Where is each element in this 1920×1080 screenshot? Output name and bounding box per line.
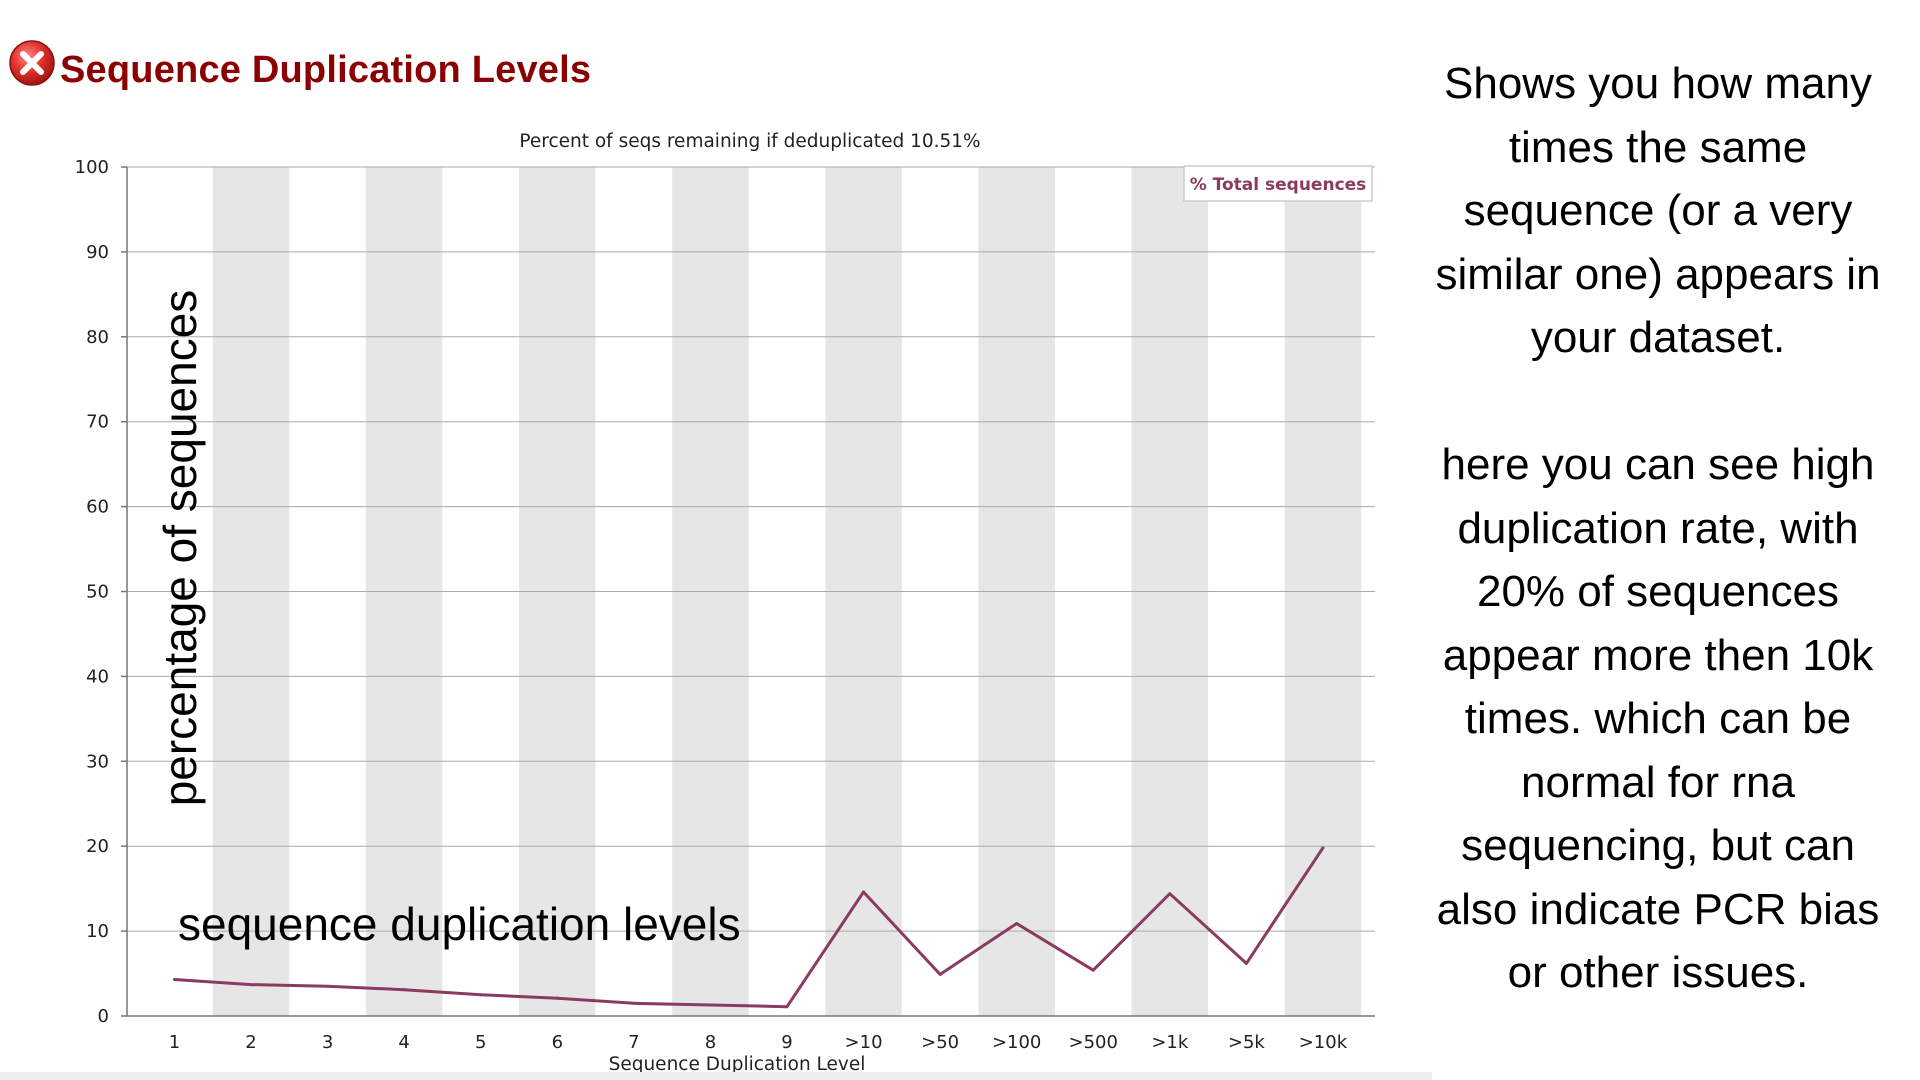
data-point xyxy=(479,993,483,997)
data-point xyxy=(555,996,559,1000)
y-tick-label: 30 xyxy=(86,751,109,772)
explanation-text: Shows you how many times the same sequen… xyxy=(1428,52,1888,1005)
x-tick-label: 2 xyxy=(245,1032,256,1053)
data-point xyxy=(1244,961,1248,965)
data-point xyxy=(172,977,176,981)
x-axis-label: Sequence Duplication Level xyxy=(609,1054,866,1075)
explanation-paragraph-1: Shows you how many times the same sequen… xyxy=(1435,59,1881,362)
bottom-scroll-strip xyxy=(0,1072,1432,1080)
x-tick-label: 9 xyxy=(781,1032,792,1053)
x-tick-label: 6 xyxy=(552,1032,563,1053)
x-tick-label: 5 xyxy=(475,1032,486,1053)
y-tick-label: 0 xyxy=(98,1006,109,1027)
x-tick-label: 1 xyxy=(169,1032,180,1053)
data-point xyxy=(785,1005,789,1009)
y-tick-label: 50 xyxy=(86,582,109,603)
y-annotation: percentage of sequences xyxy=(154,290,206,807)
x-tick-label: 4 xyxy=(398,1032,409,1053)
fail-icon xyxy=(9,40,55,86)
data-point xyxy=(708,1003,712,1007)
y-tick-label: 70 xyxy=(86,412,109,433)
data-point xyxy=(326,984,330,988)
legend: % Total sequences xyxy=(1183,165,1373,202)
y-tick-label: 40 xyxy=(86,666,109,687)
y-tick-label: 90 xyxy=(86,242,109,263)
data-point xyxy=(249,983,253,987)
chart-series xyxy=(172,846,1325,1009)
chart-title: Percent of seqs remaining if deduplicate… xyxy=(519,131,980,152)
chart-gridlines xyxy=(127,166,1375,932)
x-tick-labels: 1 2 3 4 5 6 7 8 9 >10 >50 >100 >500 >1k >5k >10k xyxy=(169,1032,1348,1053)
x-tick-label: 7 xyxy=(628,1032,639,1053)
data-point xyxy=(1168,892,1172,896)
x-tick-label: 8 xyxy=(705,1032,716,1053)
x-tick-label: >500 xyxy=(1069,1032,1118,1053)
duplication-chart: 0 10 20 30 40 50 60 70 80 90 100 1 2 3 4 5 6 7 8 9 >10 >50 >1… xyxy=(75,131,1375,1075)
chart-axes xyxy=(121,166,1375,1017)
data-point xyxy=(1321,846,1325,850)
y-tick-label: 60 xyxy=(86,497,109,518)
y-tick-labels: 0 10 20 30 40 50 60 70 80 90 100 xyxy=(75,157,109,1027)
x-tick-label: 3 xyxy=(322,1032,333,1053)
x-tick-label: >10 xyxy=(845,1032,883,1053)
x-tick-label: >1k xyxy=(1151,1032,1189,1053)
y-tick-label: 100 xyxy=(75,157,109,178)
y-tick-label: 80 xyxy=(86,327,109,348)
data-point xyxy=(632,1001,636,1005)
explanation-paragraph-2: here you can see high duplication rate, … xyxy=(1436,440,1880,997)
data-point xyxy=(1091,968,1095,972)
x-tick-label: >10k xyxy=(1299,1032,1348,1053)
data-point xyxy=(1015,921,1019,925)
data-point xyxy=(938,972,942,976)
legend-item-total-sequences: % Total sequences xyxy=(1190,175,1367,195)
x-tick-label: >50 xyxy=(921,1032,959,1053)
y-tick-label: 10 xyxy=(86,921,109,942)
module-header: Sequence Duplication Levels xyxy=(8,40,591,100)
x-tick-label: >100 xyxy=(992,1032,1041,1053)
x-tick-label: >5k xyxy=(1228,1032,1266,1053)
y-tick-label: 20 xyxy=(86,836,109,857)
data-point xyxy=(862,890,866,894)
x-annotation: sequence duplication levels xyxy=(178,898,741,950)
series-line-0 xyxy=(174,847,1325,1009)
data-point xyxy=(402,988,406,992)
module-title: Sequence Duplication Levels xyxy=(60,48,592,91)
